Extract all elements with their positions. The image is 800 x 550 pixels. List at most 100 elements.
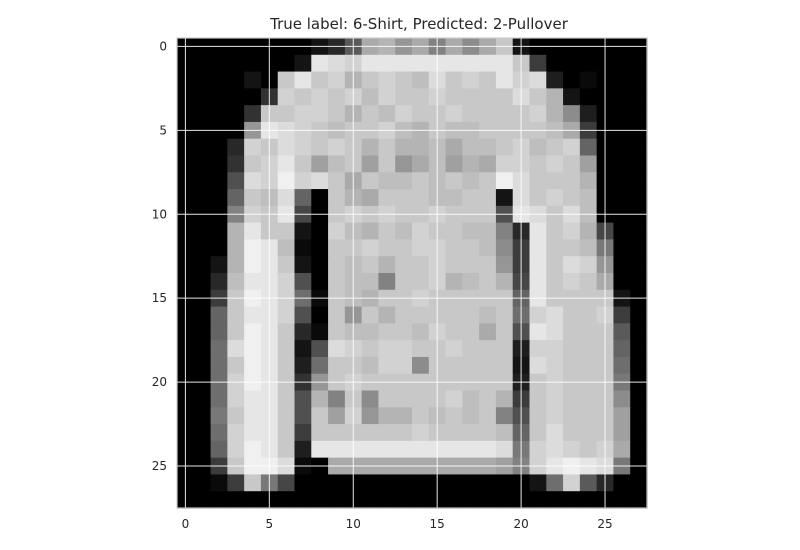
heatmap-cell [277, 172, 296, 190]
heatmap-cell [328, 323, 346, 341]
heatmap-cell [277, 88, 296, 106]
heatmap-cell [361, 340, 380, 358]
heatmap-cell [462, 491, 480, 509]
heatmap-cell [462, 323, 480, 341]
heatmap-cell [277, 222, 296, 241]
heatmap-cell [579, 256, 598, 274]
heatmap-cell [529, 407, 547, 425]
heatmap-cell [311, 407, 329, 425]
heatmap-cell [311, 222, 329, 241]
heatmap-cell [294, 256, 312, 274]
heatmap-cell [529, 424, 547, 442]
heatmap-cell [546, 340, 564, 358]
heatmap-cell [630, 105, 648, 123]
heatmap-cell [193, 138, 212, 157]
heatmap-cell [412, 105, 430, 123]
heatmap-cell [479, 155, 497, 173]
heatmap-cell [395, 172, 413, 190]
heatmap-cell [563, 256, 581, 274]
heatmap-cell [462, 273, 480, 291]
heatmap-cell [395, 356, 413, 375]
heatmap-cell [193, 189, 212, 207]
heatmap-cell [395, 105, 413, 123]
heatmap-cell [613, 138, 631, 157]
heatmap-cell [495, 273, 514, 291]
heatmap-cell [277, 256, 296, 274]
heatmap-cell [361, 71, 380, 89]
heatmap-cell [210, 105, 228, 123]
heatmap-cell [361, 256, 380, 274]
heatmap-cell [244, 222, 262, 241]
heatmap-cell [277, 440, 296, 459]
heatmap-cell [579, 172, 598, 190]
heatmap-cell [193, 273, 212, 291]
heatmap-cell [311, 155, 329, 173]
heatmap-cell [244, 189, 262, 207]
heatmap-cell [445, 256, 463, 274]
heatmap-cell [361, 356, 380, 375]
heatmap-cell [244, 390, 262, 408]
heatmap-cell [630, 340, 648, 358]
heatmap-cell [361, 189, 380, 207]
heatmap-cell [579, 440, 598, 459]
heatmap-cell [445, 440, 463, 459]
heatmap-cell [630, 256, 648, 274]
heatmap-cell [294, 491, 312, 509]
heatmap-cell [630, 491, 648, 509]
heatmap-cell [378, 474, 396, 492]
heatmap-cell [277, 54, 296, 73]
heatmap-cell [277, 239, 296, 257]
heatmap-cell [479, 440, 497, 459]
heatmap-cell [328, 407, 346, 425]
heatmap-cell [529, 474, 547, 492]
heatmap-cell [227, 105, 245, 123]
heatmap-cell [378, 390, 396, 408]
heatmap-cell [244, 239, 262, 257]
heatmap-cell [579, 474, 598, 492]
heatmap-cell [244, 474, 262, 492]
heatmap-cell [227, 273, 245, 291]
heatmap-cell [294, 88, 312, 106]
heatmap-cell [462, 306, 480, 324]
heatmap-cell [227, 256, 245, 274]
heatmap-cell [311, 105, 329, 123]
heatmap-cell [546, 54, 564, 73]
heatmap-cell [613, 323, 631, 341]
heatmap-cell [445, 239, 463, 257]
heatmap-cell [546, 71, 564, 89]
heatmap-cell [462, 138, 480, 157]
heatmap-cell [495, 407, 514, 425]
heatmap-cell [378, 239, 396, 257]
heatmap-cell [395, 88, 413, 106]
heatmap-cell [579, 390, 598, 408]
heatmap-cell [462, 440, 480, 459]
heatmap-cell [210, 189, 228, 207]
heatmap-cell [563, 356, 581, 375]
heatmap-cell [328, 88, 346, 106]
heatmap-cell [361, 105, 380, 123]
heatmap-cell [378, 155, 396, 173]
heatmap-cell [412, 138, 430, 157]
heatmap-cell [277, 306, 296, 324]
x-tick-label: 25 [597, 517, 612, 531]
heatmap-cell [294, 323, 312, 341]
heatmap-cell [210, 440, 228, 459]
heatmap-cell [529, 138, 547, 157]
heatmap-cell [563, 222, 581, 241]
heatmap-cell [563, 54, 581, 73]
heatmap-cell [445, 390, 463, 408]
heatmap-cell [328, 172, 346, 190]
heatmap-cell [479, 222, 497, 241]
heatmap-cell [395, 323, 413, 341]
heatmap-cell [495, 155, 514, 173]
heatmap-cell [563, 323, 581, 341]
heatmap-cell [412, 172, 430, 190]
heatmap-cell [378, 71, 396, 89]
heatmap-cell [277, 474, 296, 492]
heatmap-cell [630, 424, 648, 442]
heatmap-cell [193, 105, 212, 123]
heatmap-cell [563, 474, 581, 492]
heatmap-cell [630, 440, 648, 459]
heatmap-cell [579, 105, 598, 123]
heatmap-cell [277, 491, 296, 509]
